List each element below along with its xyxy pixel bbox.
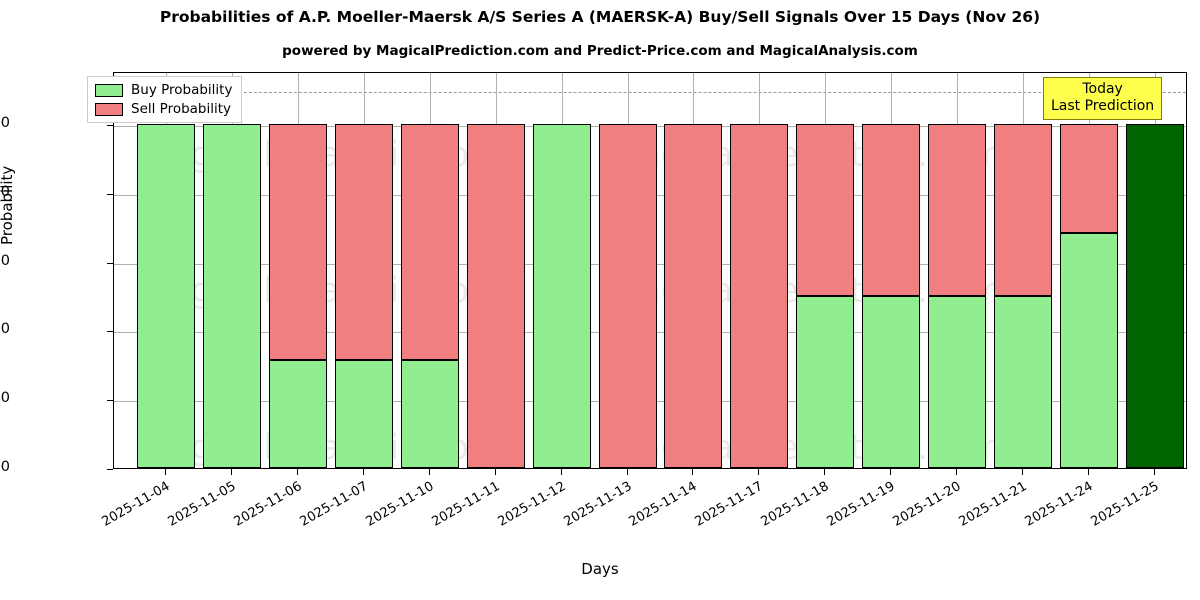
today-annotation-line1: Today	[1082, 81, 1123, 97]
legend: Buy Probability Sell Probability	[87, 76, 243, 123]
chart-title: Probabilities of A.P. Moeller-Maersk A/S…	[159, 8, 1041, 26]
x-tick-mark-2025-11-04	[164, 469, 166, 475]
legend-label-sell: Sell Probability	[131, 101, 232, 117]
bar-segment-buy	[928, 296, 987, 468]
x-tick-mark-2025-11-20	[956, 469, 958, 475]
bar-segment-buy	[268, 359, 327, 468]
bar-group-2025-11-18	[796, 71, 855, 468]
x-tick-mark-2025-11-12	[560, 469, 562, 475]
y-tick-mark-60	[107, 262, 113, 264]
x-tick-mark-2025-11-25	[1154, 469, 1156, 475]
chart-subtitle: powered by MagicalPrediction.com and Pre…	[282, 43, 918, 59]
bar-segment-sell	[334, 124, 393, 360]
bar-group-2025-11-11	[466, 71, 525, 468]
bar-group-2025-11-07	[334, 71, 393, 468]
y-tick-label-100: 100	[0, 115, 10, 131]
bar-segment-sell	[796, 124, 855, 296]
y-tick-label-0: 0	[0, 459, 10, 475]
y-tick-label-40: 40	[0, 321, 10, 338]
x-tick-mark-2025-11-17	[758, 469, 760, 475]
y-axis-label: Probability	[0, 165, 16, 245]
bar-segment-sell	[466, 124, 525, 468]
bar-group-2025-11-10	[400, 71, 459, 468]
y-tick-mark-100	[107, 125, 113, 126]
x-tick-mark-2025-11-11	[494, 469, 496, 475]
bar-segment-buy	[796, 296, 855, 468]
legend-label-buy: Buy Probability	[131, 82, 233, 98]
x-tick-mark-2025-11-14	[692, 469, 694, 475]
bar-segment-sell	[664, 124, 723, 468]
x-tick-mark-2025-11-21	[1022, 469, 1024, 475]
y-tick-label-60: 60	[0, 252, 10, 269]
x-tick-mark-2025-11-13	[626, 469, 628, 475]
bar-group-2025-11-21	[994, 71, 1053, 468]
today-annotation: Today Last Prediction	[1043, 77, 1163, 121]
bar-segment-buy	[334, 359, 393, 468]
bar-group-2025-11-20	[928, 71, 987, 468]
legend-swatch-sell-icon	[95, 102, 123, 116]
bar-segment-buy	[994, 296, 1053, 468]
bar-segment-today	[1126, 124, 1185, 468]
y-tick-label-80: 80	[0, 183, 10, 200]
bar-group-2025-11-13	[598, 71, 657, 468]
bar-group-2025-11-24	[1060, 71, 1119, 468]
y-tick-label-20: 20	[0, 390, 10, 407]
plot-area: MagicalAnalysis.comMagicalPrediction.com…	[113, 72, 1187, 469]
y-tick-mark-20	[107, 400, 113, 402]
bar-segment-sell	[400, 124, 459, 360]
bar-segment-buy	[532, 124, 591, 468]
x-tick-mark-2025-11-24	[1088, 469, 1090, 475]
today-annotation-line2: Last Prediction	[1051, 98, 1155, 115]
bar-group-2025-11-25	[1126, 71, 1185, 468]
bar-segment-sell	[862, 124, 921, 296]
x-tick-mark-2025-11-19	[890, 469, 892, 475]
bar-series-layer	[114, 73, 1186, 468]
bar-group-2025-11-06	[268, 71, 327, 468]
bar-segment-buy	[202, 124, 261, 468]
x-tick-mark-2025-11-07	[362, 469, 364, 475]
x-axis-label: Days	[581, 560, 619, 578]
legend-swatch-buy-icon	[95, 83, 123, 97]
bar-group-2025-11-12	[532, 71, 591, 468]
reference-dashed-line	[114, 91, 1186, 93]
bar-group-2025-11-05	[202, 71, 261, 468]
y-tick-mark-80	[107, 193, 113, 195]
bar-segment-buy	[862, 296, 921, 468]
x-tick-mark-2025-11-06	[296, 469, 298, 475]
bar-segment-sell	[1060, 124, 1119, 233]
y-tick-mark-40	[107, 331, 113, 333]
x-tick-mark-2025-11-05	[230, 469, 232, 475]
bar-segment-sell	[994, 124, 1053, 296]
bar-segment-sell	[598, 124, 657, 468]
bar-segment-sell	[268, 124, 327, 360]
bar-group-2025-11-19	[862, 71, 921, 468]
y-tick-mark-0	[107, 469, 113, 470]
bar-segment-sell	[928, 124, 987, 296]
bar-segment-sell	[730, 124, 789, 468]
bar-segment-buy	[1060, 232, 1119, 468]
bar-segment-buy	[136, 124, 195, 468]
legend-item-buy: Buy Probability	[95, 82, 232, 98]
x-tick-mark-2025-11-18	[824, 469, 826, 475]
bar-group-2025-11-17	[730, 71, 789, 468]
x-tick-mark-2025-11-10	[428, 469, 430, 475]
bar-group-2025-11-04	[136, 71, 195, 468]
legend-item-sell: Sell Probability	[95, 101, 232, 117]
bar-segment-buy	[400, 359, 459, 468]
bar-group-2025-11-14	[664, 71, 723, 468]
